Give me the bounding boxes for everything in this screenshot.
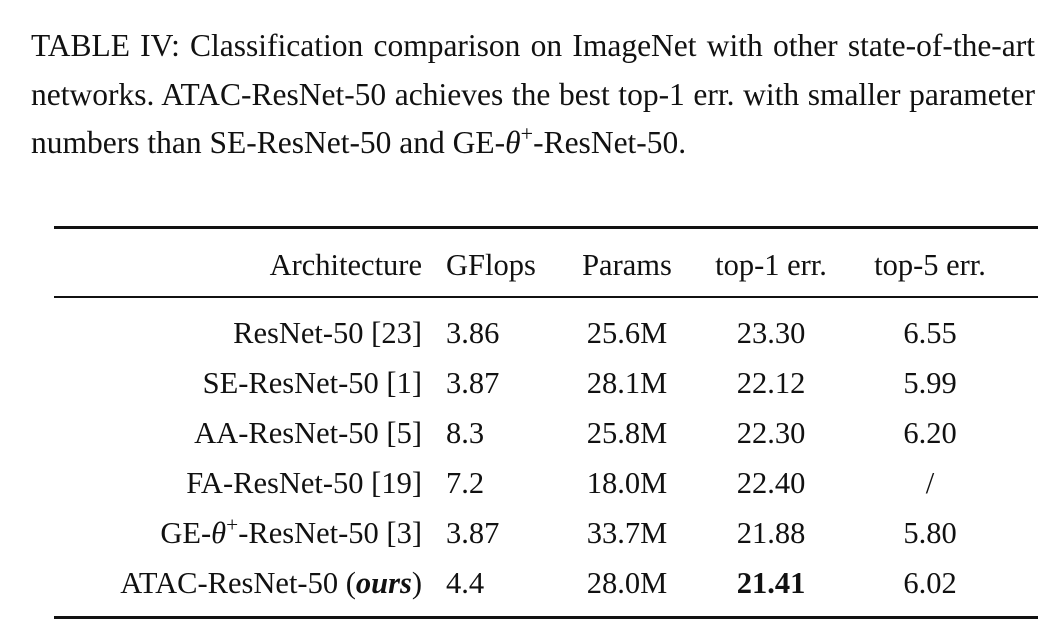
header-architecture: Architecture bbox=[269, 248, 422, 282]
cell-gflops: 3.86 bbox=[446, 316, 500, 350]
table-caption: TABLE IV: Classification comparison on I… bbox=[31, 22, 1035, 168]
cell-architecture: SE-ResNet-50 [1] bbox=[202, 366, 422, 400]
cell-gflops: 3.87 bbox=[446, 516, 500, 550]
cell-architecture: ATAC-ResNet-50 (ours) bbox=[120, 558, 422, 608]
caption-theta: θ bbox=[505, 125, 521, 160]
table-row: SE-ResNet-50 [1] 3.87 28.1M 22.12 5.99 bbox=[0, 358, 1048, 408]
arch-prefix: GE- bbox=[160, 516, 212, 550]
cell-top5-err: 5.80 bbox=[903, 516, 957, 550]
cell-architecture: AA-ResNet-50 [5] bbox=[194, 416, 422, 450]
cell-architecture: ResNet-50 [23] bbox=[233, 316, 422, 350]
caption-label: TABLE IV: bbox=[31, 28, 180, 63]
cell-top1-err: 23.30 bbox=[736, 316, 806, 350]
caption-text: Classification comparison on ImageNet wi… bbox=[31, 28, 1036, 160]
cell-params: 25.6M bbox=[586, 316, 668, 350]
cell-top1-err: 22.12 bbox=[736, 366, 806, 400]
table-bottom-rule bbox=[54, 616, 1038, 619]
cell-gflops: 3.87 bbox=[446, 366, 500, 400]
header-gflops: GFlops bbox=[446, 248, 536, 282]
cell-params: 25.8M bbox=[586, 416, 668, 450]
table-row: GE-θ+-ResNet-50 [3] 3.87 33.7M 21.88 5.8… bbox=[0, 508, 1048, 558]
cell-top1-err-best: 21.41 bbox=[736, 566, 806, 600]
cell-top1-err: 22.30 bbox=[736, 416, 806, 450]
cell-params: 18.0M bbox=[586, 466, 668, 500]
cell-top1-err: 22.40 bbox=[736, 466, 806, 500]
header-params: Params bbox=[582, 248, 672, 282]
table-top-rule bbox=[54, 226, 1038, 229]
cell-params: 28.1M bbox=[586, 366, 668, 400]
cell-params: 28.0M bbox=[586, 566, 668, 600]
cell-architecture: FA-ResNet-50 [19] bbox=[186, 466, 422, 500]
cell-top5-err: 5.99 bbox=[903, 366, 957, 400]
cell-gflops: 8.3 bbox=[446, 416, 485, 450]
arch-suffix: -ResNet-50 [3] bbox=[238, 516, 422, 550]
cell-top5-err: 6.20 bbox=[903, 416, 957, 450]
table-header-rule bbox=[54, 296, 1038, 298]
arch-theta-sup: + bbox=[226, 512, 239, 537]
table-row: AA-ResNet-50 [5] 8.3 25.8M 22.30 6.20 bbox=[0, 408, 1048, 458]
table-row: ResNet-50 [23] 3.86 25.6M 23.30 6.55 bbox=[0, 308, 1048, 358]
caption-text-end: -ResNet-50. bbox=[533, 125, 687, 160]
arch-theta: θ bbox=[211, 516, 227, 550]
arch-prefix: ATAC-ResNet-50 ( bbox=[120, 566, 356, 600]
table-row: ATAC-ResNet-50 (ours) 4.4 28.0M 21.41 6.… bbox=[0, 558, 1048, 608]
arch-suffix: ) bbox=[411, 566, 422, 600]
cell-top5-err: 6.55 bbox=[903, 316, 957, 350]
cell-top5-err: / bbox=[925, 466, 935, 500]
header-top5-err: top-5 err. bbox=[874, 248, 986, 282]
table-header-row: Architecture GFlops Params top-1 err. to… bbox=[0, 240, 1048, 290]
cell-gflops: 7.2 bbox=[446, 466, 485, 500]
cell-gflops: 4.4 bbox=[446, 566, 485, 600]
caption-theta-sup: + bbox=[520, 120, 534, 146]
arch-ours: ours bbox=[355, 566, 412, 600]
table-row: FA-ResNet-50 [19] 7.2 18.0M 22.40 / bbox=[0, 458, 1048, 508]
cell-top1-err: 21.88 bbox=[736, 516, 806, 550]
header-top1-err: top-1 err. bbox=[715, 248, 827, 282]
cell-params: 33.7M bbox=[586, 516, 668, 550]
cell-architecture: GE-θ+-ResNet-50 [3] bbox=[160, 508, 422, 558]
cell-top5-err: 6.02 bbox=[903, 566, 957, 600]
